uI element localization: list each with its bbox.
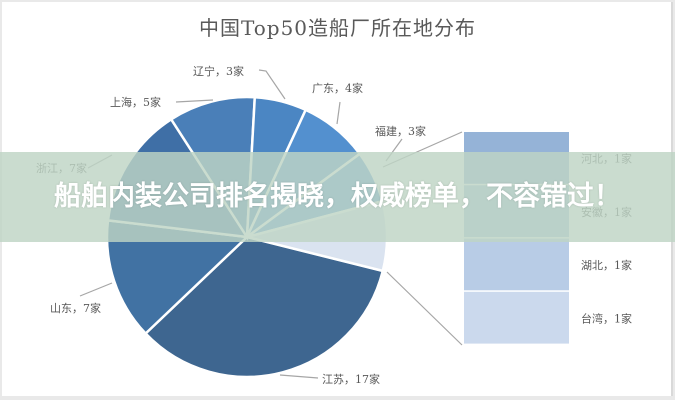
data-label: 广东，4家 <box>312 81 363 95</box>
bar-label: 湖北，1家 <box>581 258 632 272</box>
data-label: 上海，5家 <box>110 95 161 109</box>
headline-text: 船舶内装公司排名揭晓，权威榜单，不容错过！ <box>54 181 621 212</box>
data-label: 山东，7家 <box>50 301 101 315</box>
chart-title: 中国Top50造船厂所在地分布 <box>198 16 477 40</box>
bar-segment-台湾 <box>464 291 569 344</box>
bar-segment-湖北 <box>464 238 569 291</box>
bar-label: 台湾，1家 <box>581 311 632 325</box>
data-label: 福建，3家 <box>375 124 426 138</box>
pie-slice-江苏 <box>143 235 385 379</box>
headline-banner: 船舶内装公司排名揭晓，权威榜单，不容错过！ <box>0 152 675 242</box>
data-label: 辽宁，3家 <box>193 64 244 78</box>
data-label: 江苏，17家 <box>322 372 380 386</box>
